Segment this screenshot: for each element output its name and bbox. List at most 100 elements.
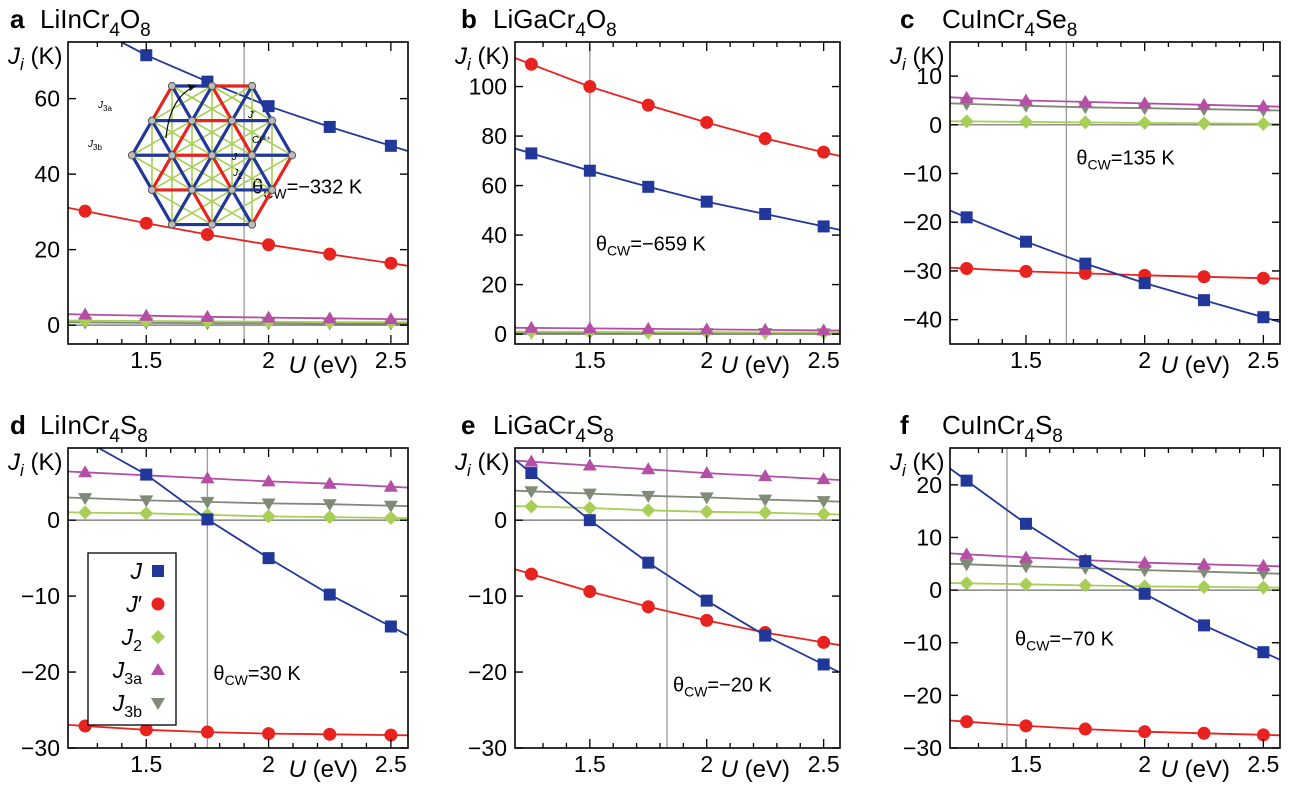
point-Jp xyxy=(1019,719,1033,733)
point-J3a xyxy=(1137,555,1152,568)
point-J3a xyxy=(959,547,974,560)
point-J3a xyxy=(816,323,831,336)
panel-d: d LiInCr4​S8​ −30 −20 −10 0 1.5 2 2.5 Ji (K) U (eV… xyxy=(7,410,409,783)
x-tick-label: 2 xyxy=(1138,751,1151,777)
cr-site xyxy=(267,185,277,195)
legend-label: J3b xyxy=(112,690,142,721)
legend-label: J′ xyxy=(125,591,142,617)
point-Jp xyxy=(139,723,153,737)
point-J xyxy=(759,208,772,221)
point-J3a xyxy=(758,469,773,482)
point-J xyxy=(960,211,973,224)
point-Jp xyxy=(1078,722,1092,736)
point-Jp xyxy=(960,715,974,729)
series-group xyxy=(515,57,840,341)
y-axis-label: Ji (K) xyxy=(454,449,509,480)
theta-cw-label: θCW=−659 K xyxy=(596,234,707,259)
nn-bond xyxy=(190,85,214,122)
legend-label: J2 xyxy=(121,624,143,655)
point-J3b xyxy=(383,500,398,513)
series-line-J2 xyxy=(515,505,840,516)
x-tick-label: 2 xyxy=(262,347,275,373)
series-line-Jp xyxy=(515,568,840,647)
point-Jp xyxy=(583,585,597,599)
point-J3a xyxy=(1256,99,1271,112)
point-Jp xyxy=(758,132,772,146)
point-J3a xyxy=(261,310,276,323)
series-line-J3a xyxy=(68,313,408,321)
point-J3a xyxy=(959,91,974,104)
panel-letter: a xyxy=(10,4,25,34)
series-group xyxy=(68,42,408,331)
x-tick-label: 2 xyxy=(262,751,275,777)
y-tick-label: −20 xyxy=(903,209,942,235)
point-J3a xyxy=(383,312,398,325)
point-Jp xyxy=(1197,270,1211,284)
series-line-J2 xyxy=(950,120,1280,125)
point-J xyxy=(1257,646,1270,659)
legend-marker-J2 xyxy=(151,630,165,644)
point-Jp xyxy=(384,728,398,742)
point-J2 xyxy=(816,507,831,522)
x-tick-label: 2.5 xyxy=(1247,751,1279,777)
x-axis-label: U (eV) xyxy=(721,352,790,379)
series-line-J3b xyxy=(950,102,1280,112)
cr-site xyxy=(247,81,257,91)
point-Jp xyxy=(817,145,831,159)
series-line-J3a xyxy=(515,326,840,332)
legend-marker-J3a xyxy=(151,663,165,675)
y-tick-label: −40 xyxy=(903,307,942,333)
y-tick-label: 0 xyxy=(929,577,942,603)
series-line-J3b xyxy=(515,489,840,503)
point-Jp xyxy=(960,262,974,275)
y-tick-label: 20 xyxy=(916,472,942,498)
point-J xyxy=(583,514,596,527)
point-Jp xyxy=(323,247,337,261)
y-tick-label: 80 xyxy=(481,123,507,149)
cr-site xyxy=(287,151,297,160)
point-J2 xyxy=(1018,577,1033,592)
point-Jp xyxy=(323,727,337,741)
point-J2 xyxy=(1018,114,1033,129)
x-tick-label: 2.5 xyxy=(808,347,840,373)
cr-site xyxy=(207,151,217,160)
y-tick-label: −10 xyxy=(21,583,60,609)
inset-label-Jp: J′ xyxy=(247,110,255,121)
point-J2 xyxy=(1256,580,1271,595)
point-J3b xyxy=(758,494,773,507)
point-J xyxy=(817,658,830,671)
point-J xyxy=(262,552,275,565)
panel-title: CuInCr4​S8​ xyxy=(942,410,1063,447)
point-J2 xyxy=(139,506,154,521)
y-tick-label: −20 xyxy=(21,659,60,685)
inset-lattice: J3a J′ Cr³⁺ J3b J J2 xyxy=(87,81,297,229)
series-group xyxy=(68,448,408,742)
series-line-J3a xyxy=(950,552,1280,568)
nn-bond xyxy=(210,85,234,122)
point-J3b xyxy=(959,559,974,572)
plot-frame xyxy=(67,447,409,749)
y-tick-label: −20 xyxy=(468,659,507,685)
series-line-J3b xyxy=(68,321,408,325)
point-J2 xyxy=(383,510,398,525)
y-tick-label: −10 xyxy=(903,630,942,656)
inset-label-J2: J2 xyxy=(232,168,243,181)
point-Jp xyxy=(1078,266,1092,280)
series-line-J2 xyxy=(950,582,1280,589)
y-tick-label: −10 xyxy=(903,161,942,187)
inset-label-cr: Cr³⁺ xyxy=(252,135,271,146)
point-Jp xyxy=(1019,264,1033,278)
cr-site xyxy=(147,116,157,125)
point-Jp xyxy=(384,256,398,270)
point-J2 xyxy=(78,505,93,520)
x-tick-label: 1.5 xyxy=(1010,347,1042,373)
point-Jp xyxy=(1197,726,1211,740)
series-line-J2 xyxy=(68,511,408,519)
point-J xyxy=(525,467,538,480)
point-J3b xyxy=(582,488,597,501)
y-tick-label: 0 xyxy=(494,507,507,533)
point-J3b xyxy=(699,492,714,505)
nn-bond xyxy=(230,119,254,157)
point-J3a xyxy=(641,321,656,334)
